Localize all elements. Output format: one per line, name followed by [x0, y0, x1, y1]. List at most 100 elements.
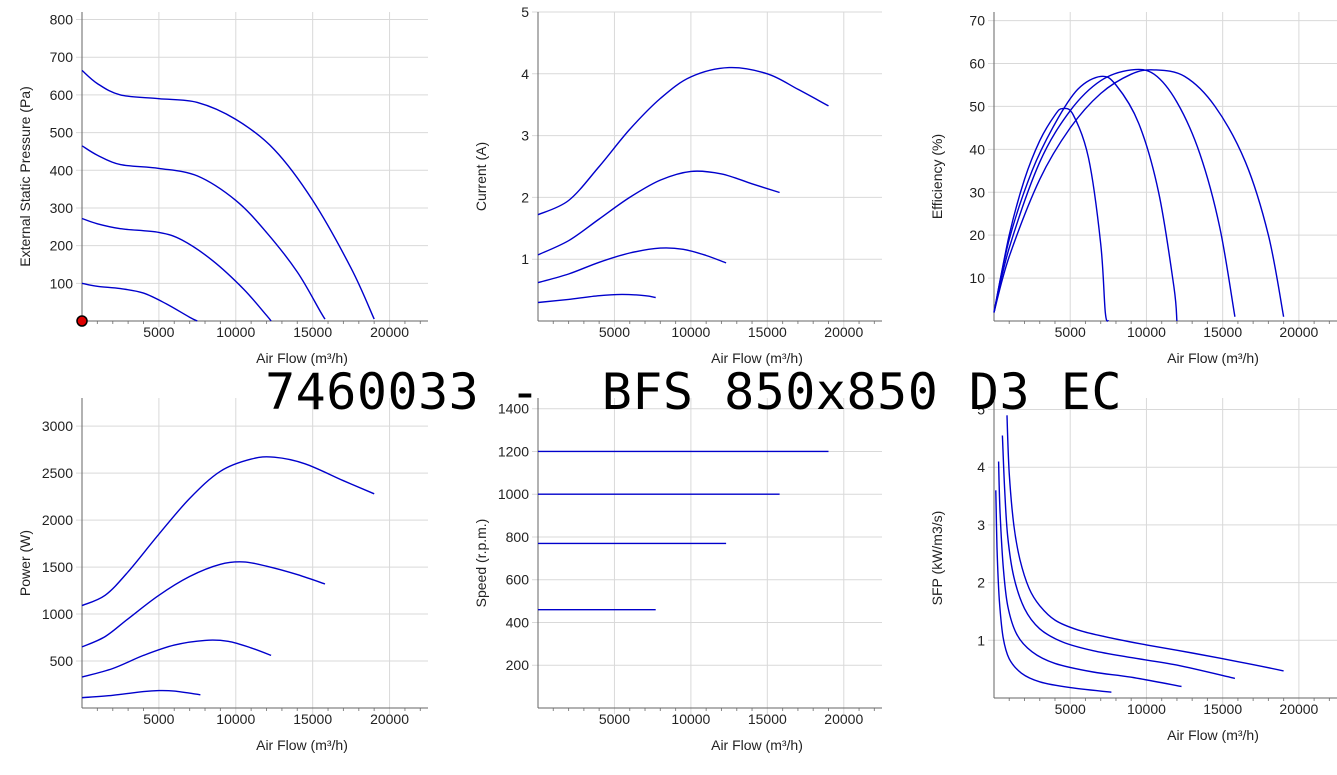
- x-tick-label: 15000: [748, 324, 787, 340]
- y-tick-label: 100: [50, 275, 74, 291]
- x-axis-label: Air Flow (m³/h): [256, 350, 348, 366]
- y-tick-label: 200: [50, 238, 74, 254]
- series-line-3: [997, 461, 1182, 688]
- chart-panel-1: 5000 10000 15000 20000 100 200 300 400 500 600 700…: [17, 12, 428, 366]
- y-tick-label: 1400: [498, 401, 529, 417]
- series-line-2: [537, 170, 780, 256]
- series-line-1: [537, 66, 829, 216]
- y-tick-label: 5: [521, 4, 529, 20]
- x-tick-label: 10000: [216, 324, 255, 340]
- y-tick-label: 2: [521, 189, 529, 205]
- x-tick-label: 5000: [599, 324, 630, 340]
- x-tick-label: 10000: [216, 711, 255, 727]
- x-tick-label: 10000: [671, 711, 710, 727]
- series-line-2: [993, 75, 1178, 322]
- y-axis-label: SFP (kW/m3/s): [929, 511, 945, 606]
- series-line-4: [81, 282, 198, 322]
- x-tick-label: 20000: [1279, 324, 1318, 340]
- series-line-1: [993, 107, 1109, 322]
- y-axis-label: Speed (r.p.m.): [473, 519, 489, 608]
- chart-panel-3: 5000 10000 15000 20000 10 20 30 40 50 60 70 Air Flo…: [929, 12, 1337, 366]
- x-tick-label: 20000: [824, 324, 863, 340]
- y-tick-label: 20: [969, 227, 985, 243]
- x-tick-label: 5000: [1055, 324, 1086, 340]
- y-axis-label: Power (W): [17, 530, 33, 596]
- y-axis-label: Efficiency (%): [929, 134, 945, 219]
- y-tick-label: 600: [506, 572, 530, 588]
- series-line-3: [993, 68, 1236, 317]
- y-tick-label: 4: [521, 66, 529, 82]
- y-tick-label: 40: [969, 141, 985, 157]
- series-line-4: [993, 69, 1285, 317]
- x-axis-label: Air Flow (m³/h): [1167, 727, 1259, 743]
- x-tick-label: 20000: [370, 324, 409, 340]
- series-line-1: [81, 69, 375, 320]
- x-axis-label: Air Flow (m³/h): [256, 737, 348, 753]
- x-tick-label: 15000: [1203, 701, 1242, 717]
- y-tick-label: 300: [50, 200, 74, 216]
- x-tick-label: 15000: [748, 711, 787, 727]
- y-tick-label: 2500: [42, 465, 73, 481]
- chart-panel-6: 5000 10000 15000 20000 1 2 3 4 5 Air Flow (m³/h) S…: [929, 398, 1337, 743]
- x-tick-label: 5000: [143, 324, 174, 340]
- y-tick-label: 1500: [42, 559, 73, 575]
- operating-point-marker[interactable]: [76, 315, 88, 327]
- y-tick-label: 800: [506, 529, 530, 545]
- y-tick-label: 600: [50, 87, 74, 103]
- x-tick-label: 5000: [599, 711, 630, 727]
- series-line-4: [81, 689, 201, 699]
- chart-panel-2: 5000 10000 15000 20000 1 2 3 4 5 Air Flow (m³/h) C…: [473, 4, 882, 366]
- y-tick-label: 10: [969, 270, 985, 286]
- y-tick-label: 2000: [42, 512, 73, 528]
- series-line-1: [81, 456, 375, 607]
- x-axis-label: Air Flow (m³/h): [1167, 350, 1259, 366]
- y-tick-label: 60: [969, 56, 985, 72]
- x-tick-label: 10000: [671, 324, 710, 340]
- x-tick-label: 20000: [370, 711, 409, 727]
- y-tick-label: 1000: [42, 606, 73, 622]
- y-tick-label: 5: [977, 402, 985, 418]
- y-tick-label: 70: [969, 13, 985, 29]
- x-axis-label: Air Flow (m³/h): [711, 350, 803, 366]
- series-line-2: [81, 561, 326, 648]
- x-tick-label: 20000: [824, 711, 863, 727]
- y-tick-label: 30: [969, 184, 985, 200]
- x-tick-label: 15000: [293, 324, 332, 340]
- y-tick-label: 1: [977, 632, 985, 648]
- chart-panel-4: 5000 10000 15000 20000 500 1000 1500 2000 2500 30…: [17, 398, 428, 753]
- series-line-1: [1006, 415, 1284, 672]
- x-tick-label: 5000: [143, 711, 174, 727]
- x-tick-label: 20000: [1279, 701, 1318, 717]
- x-tick-label: 15000: [293, 711, 332, 727]
- series-line-3: [537, 247, 727, 284]
- y-tick-label: 1200: [498, 443, 529, 459]
- chart-panel-5: 5000 10000 15000 20000 200 400 600 800 1000 1200 1…: [473, 398, 882, 753]
- series-line-3: [81, 639, 272, 678]
- y-tick-label: 3000: [42, 418, 73, 434]
- series-line-2: [81, 145, 326, 320]
- x-tick-label: 10000: [1127, 324, 1166, 340]
- y-tick-label: 50: [969, 98, 985, 114]
- y-axis-label: External Static Pressure (Pa): [17, 86, 33, 267]
- series-line-4: [995, 490, 1112, 693]
- y-axis-label: Current (A): [473, 142, 489, 211]
- x-tick-label: 15000: [1203, 324, 1242, 340]
- y-tick-label: 400: [506, 614, 530, 630]
- series-line-3: [81, 217, 272, 322]
- x-tick-label: 5000: [1055, 701, 1086, 717]
- series-line-4: [537, 293, 656, 304]
- series-line-2: [1001, 435, 1236, 680]
- y-tick-label: 1000: [498, 486, 529, 502]
- x-axis-label: Air Flow (m³/h): [711, 737, 803, 753]
- y-tick-label: 800: [50, 12, 74, 28]
- y-tick-label: 4: [977, 459, 985, 475]
- y-tick-label: 700: [50, 49, 74, 65]
- y-tick-label: 3: [521, 128, 529, 144]
- y-tick-label: 3: [977, 517, 985, 533]
- y-tick-label: 2: [977, 575, 985, 591]
- y-tick-label: 400: [50, 162, 74, 178]
- y-tick-label: 1: [521, 251, 529, 267]
- y-tick-label: 200: [506, 657, 530, 673]
- y-tick-label: 500: [50, 653, 74, 669]
